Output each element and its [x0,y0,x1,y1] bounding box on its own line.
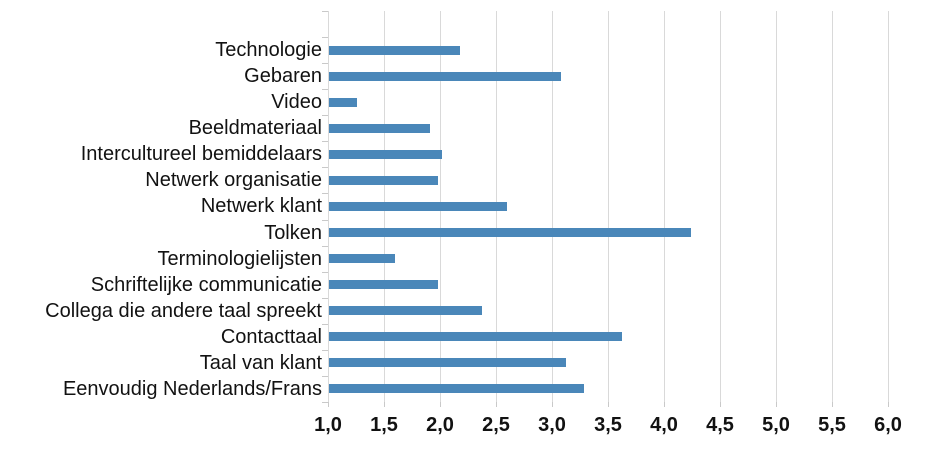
y-axis-tick [322,349,328,351]
y-axis-tick [322,219,328,221]
category-label: Taal van klant [199,351,322,374]
x-tick-label: 2,0 [426,414,454,436]
category-label: Intercultureel bemiddelaars [80,143,322,166]
x-axis-tick [608,402,609,407]
gridline [552,11,553,402]
y-axis-tick [322,167,328,169]
x-tick-label: 1,5 [370,414,398,436]
y-axis-tick [322,63,328,65]
category-label: Terminologielijsten [157,247,322,270]
category-label: Schriftelijke communicatie [90,273,322,296]
x-tick-label: 5,0 [762,414,790,436]
x-tick-label: 2,5 [482,414,510,436]
x-tick-label: 3,0 [538,414,566,436]
x-tick-label: 1,0 [314,414,342,436]
bar [329,384,585,394]
x-axis-tick [384,402,385,407]
x-axis-tick [664,402,665,407]
x-axis-tick [776,402,777,407]
bar [329,254,396,264]
x-tick-label: 4,0 [650,414,678,436]
gridline [888,11,889,402]
bar [329,306,483,316]
bar [329,71,561,81]
x-axis-tick [832,402,833,407]
bar [329,45,461,55]
gridline [664,11,665,402]
bar [329,97,357,107]
y-axis-tick [322,141,328,143]
bar [329,202,508,211]
category-label: Netwerk organisatie [145,169,322,192]
y-axis-tick [322,115,328,117]
gridline [720,11,721,402]
x-axis-tick [496,402,497,407]
category-label: Video [271,91,322,114]
category-label: Gebaren [244,65,322,88]
bar [329,149,443,159]
gridline [328,11,329,402]
bar [329,358,567,368]
bar [329,332,623,342]
y-axis-tick [322,89,328,91]
category-label: Netwerk klant [200,195,322,218]
y-axis-tick [322,375,328,377]
x-tick-label: 4,5 [706,414,734,436]
x-tick-label: 6,0 [874,414,902,436]
y-axis-tick [322,402,328,403]
category-label: Technologie [215,39,322,62]
category-label: Eenvoudig Nederlands/Frans [62,377,322,400]
bar [329,280,438,290]
y-axis-tick [322,37,328,39]
category-label: Beeldmateriaal [188,117,322,140]
gridline [608,11,609,402]
x-tick-label: 3,5 [594,414,622,436]
x-axis-tick [440,402,441,407]
bar [329,175,438,185]
x-tick-label: 5,5 [818,414,846,436]
category-label: Tolken [264,221,322,244]
bar [329,123,430,133]
y-axis-tick [322,245,328,247]
x-axis-tick [720,402,721,407]
gridline [776,11,777,402]
category-label: Collega die andere taal spreekt [45,299,322,322]
bar [329,228,691,238]
y-axis-tick [322,297,328,299]
gridline [832,11,833,402]
y-axis-tick [322,271,328,273]
x-axis-tick [552,402,553,407]
x-axis-tick [888,402,889,407]
y-axis-tick [322,193,328,195]
category-label: Contacttaal [220,325,322,348]
y-axis-tick [322,11,328,12]
y-axis-tick [322,323,328,325]
x-axis-tick [328,402,329,407]
